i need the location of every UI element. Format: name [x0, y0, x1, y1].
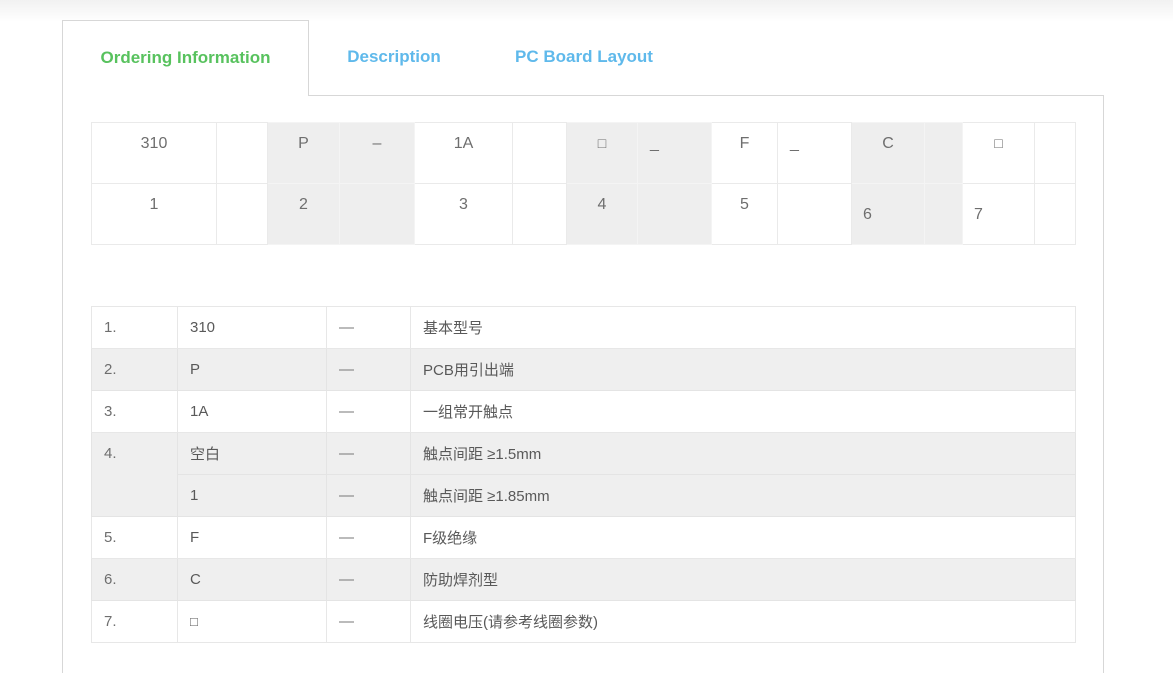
tab-ordering-information[interactable]: Ordering Information [62, 20, 309, 96]
table-row: 4. 空白 — 触点间距 ≥1.5mm [91, 432, 1076, 517]
dash-cell: — [326, 516, 411, 559]
code-index-row: 1 2 3 4 5 6 7 [91, 183, 1076, 245]
description-cell: PCB用引出端 [410, 348, 1076, 391]
code-cell: P [267, 122, 340, 184]
code-index-cell [1034, 183, 1076, 245]
code-cell: C [851, 122, 925, 184]
code-value-cell: 空白 [177, 432, 327, 475]
code-row: 310 P – 1A □ _ F _ C □ [91, 122, 1076, 184]
ordering-description-table: 1. 310 — 基本型号 2. P — PCB用引出端 3. 1A — 一组常… [91, 306, 1076, 643]
row-number-cell: 4. [91, 432, 178, 517]
ordering-code-table: 310 P – 1A □ _ F _ C □ 1 2 3 4 5 6 [91, 122, 1076, 245]
dash-cell: — [326, 348, 411, 391]
description-cell: 触点间距 ≥1.5mm [410, 432, 1076, 475]
code-value-cell: F [177, 516, 327, 559]
code-cell [924, 122, 963, 184]
content-panel: 310 P – 1A □ _ F _ C □ 1 2 3 4 5 6 [62, 95, 1104, 673]
code-index-cell [637, 183, 712, 245]
code-index-cell: 7 [962, 183, 1035, 245]
table-row: 3. 1A — 一组常开触点 [91, 390, 1076, 433]
code-index-cell [216, 183, 268, 245]
row-number-cell: 6. [91, 558, 178, 601]
dash-cell: — [326, 390, 411, 433]
code-index-cell: 3 [414, 183, 513, 245]
row-number-cell: 7. [91, 600, 178, 643]
dash-cell: — [326, 558, 411, 601]
tab-pc-board-layout[interactable]: PC Board Layout [515, 47, 653, 66]
code-cell: _ [637, 122, 712, 184]
dash-cell: — [326, 432, 411, 475]
code-index-cell: 5 [711, 183, 778, 245]
row-number-cell: 5. [91, 516, 178, 559]
code-index-cell [339, 183, 415, 245]
code-cell [216, 122, 268, 184]
code-value-cell: 1A [177, 390, 327, 433]
code-cell: 310 [91, 122, 217, 184]
code-value-cell: P [177, 348, 327, 391]
code-cell [512, 122, 567, 184]
table-row: 5. F — F级绝缘 [91, 516, 1076, 559]
code-index-cell [924, 183, 963, 245]
description-cell: 基本型号 [410, 306, 1076, 349]
code-value-cell: C [177, 558, 327, 601]
code-index-cell: 1 [91, 183, 217, 245]
code-value-cell: □ [177, 600, 327, 643]
description-cell: 防助焊剂型 [410, 558, 1076, 601]
code-index-cell: 4 [566, 183, 638, 245]
code-cell-square: □ [566, 122, 638, 184]
tab-description[interactable]: Description [347, 47, 441, 66]
dash-cell: — [326, 474, 411, 517]
code-cell-square: □ [962, 122, 1035, 184]
page-top-shadow [0, 0, 1173, 22]
code-index-cell: 6 [851, 183, 925, 245]
code-cell: _ [777, 122, 852, 184]
row-number-cell: 3. [91, 390, 178, 433]
description-cell: 触点间距 ≥1.85mm [410, 474, 1076, 517]
code-cell: – [339, 122, 415, 184]
description-cell: 一组常开触点 [410, 390, 1076, 433]
code-value-cell: 310 [177, 306, 327, 349]
code-value-cell: 1 [177, 474, 327, 517]
description-cell: F级绝缘 [410, 516, 1076, 559]
dash-cell: — [326, 600, 411, 643]
code-cell: 1A [414, 122, 513, 184]
code-index-cell: 2 [267, 183, 340, 245]
table-row: 2. P — PCB用引出端 [91, 348, 1076, 391]
code-index-cell [512, 183, 567, 245]
code-index-cell [777, 183, 852, 245]
table-row: 7. □ — 线圈电压(请参考线圈参数) [91, 600, 1076, 643]
tab-bar: Ordering Information Description PC Boar… [62, 20, 689, 96]
dash-cell: — [326, 306, 411, 349]
table-row: 1. 310 — 基本型号 [91, 306, 1076, 349]
code-cell: F [711, 122, 778, 184]
row-number-cell: 1. [91, 306, 178, 349]
description-cell: 线圈电压(请参考线圈参数) [410, 600, 1076, 643]
row-number-cell: 2. [91, 348, 178, 391]
table-row: 6. C — 防助焊剂型 [91, 558, 1076, 601]
code-cell [1034, 122, 1076, 184]
table-row: 1 — 触点间距 ≥1.85mm [92, 474, 1076, 517]
